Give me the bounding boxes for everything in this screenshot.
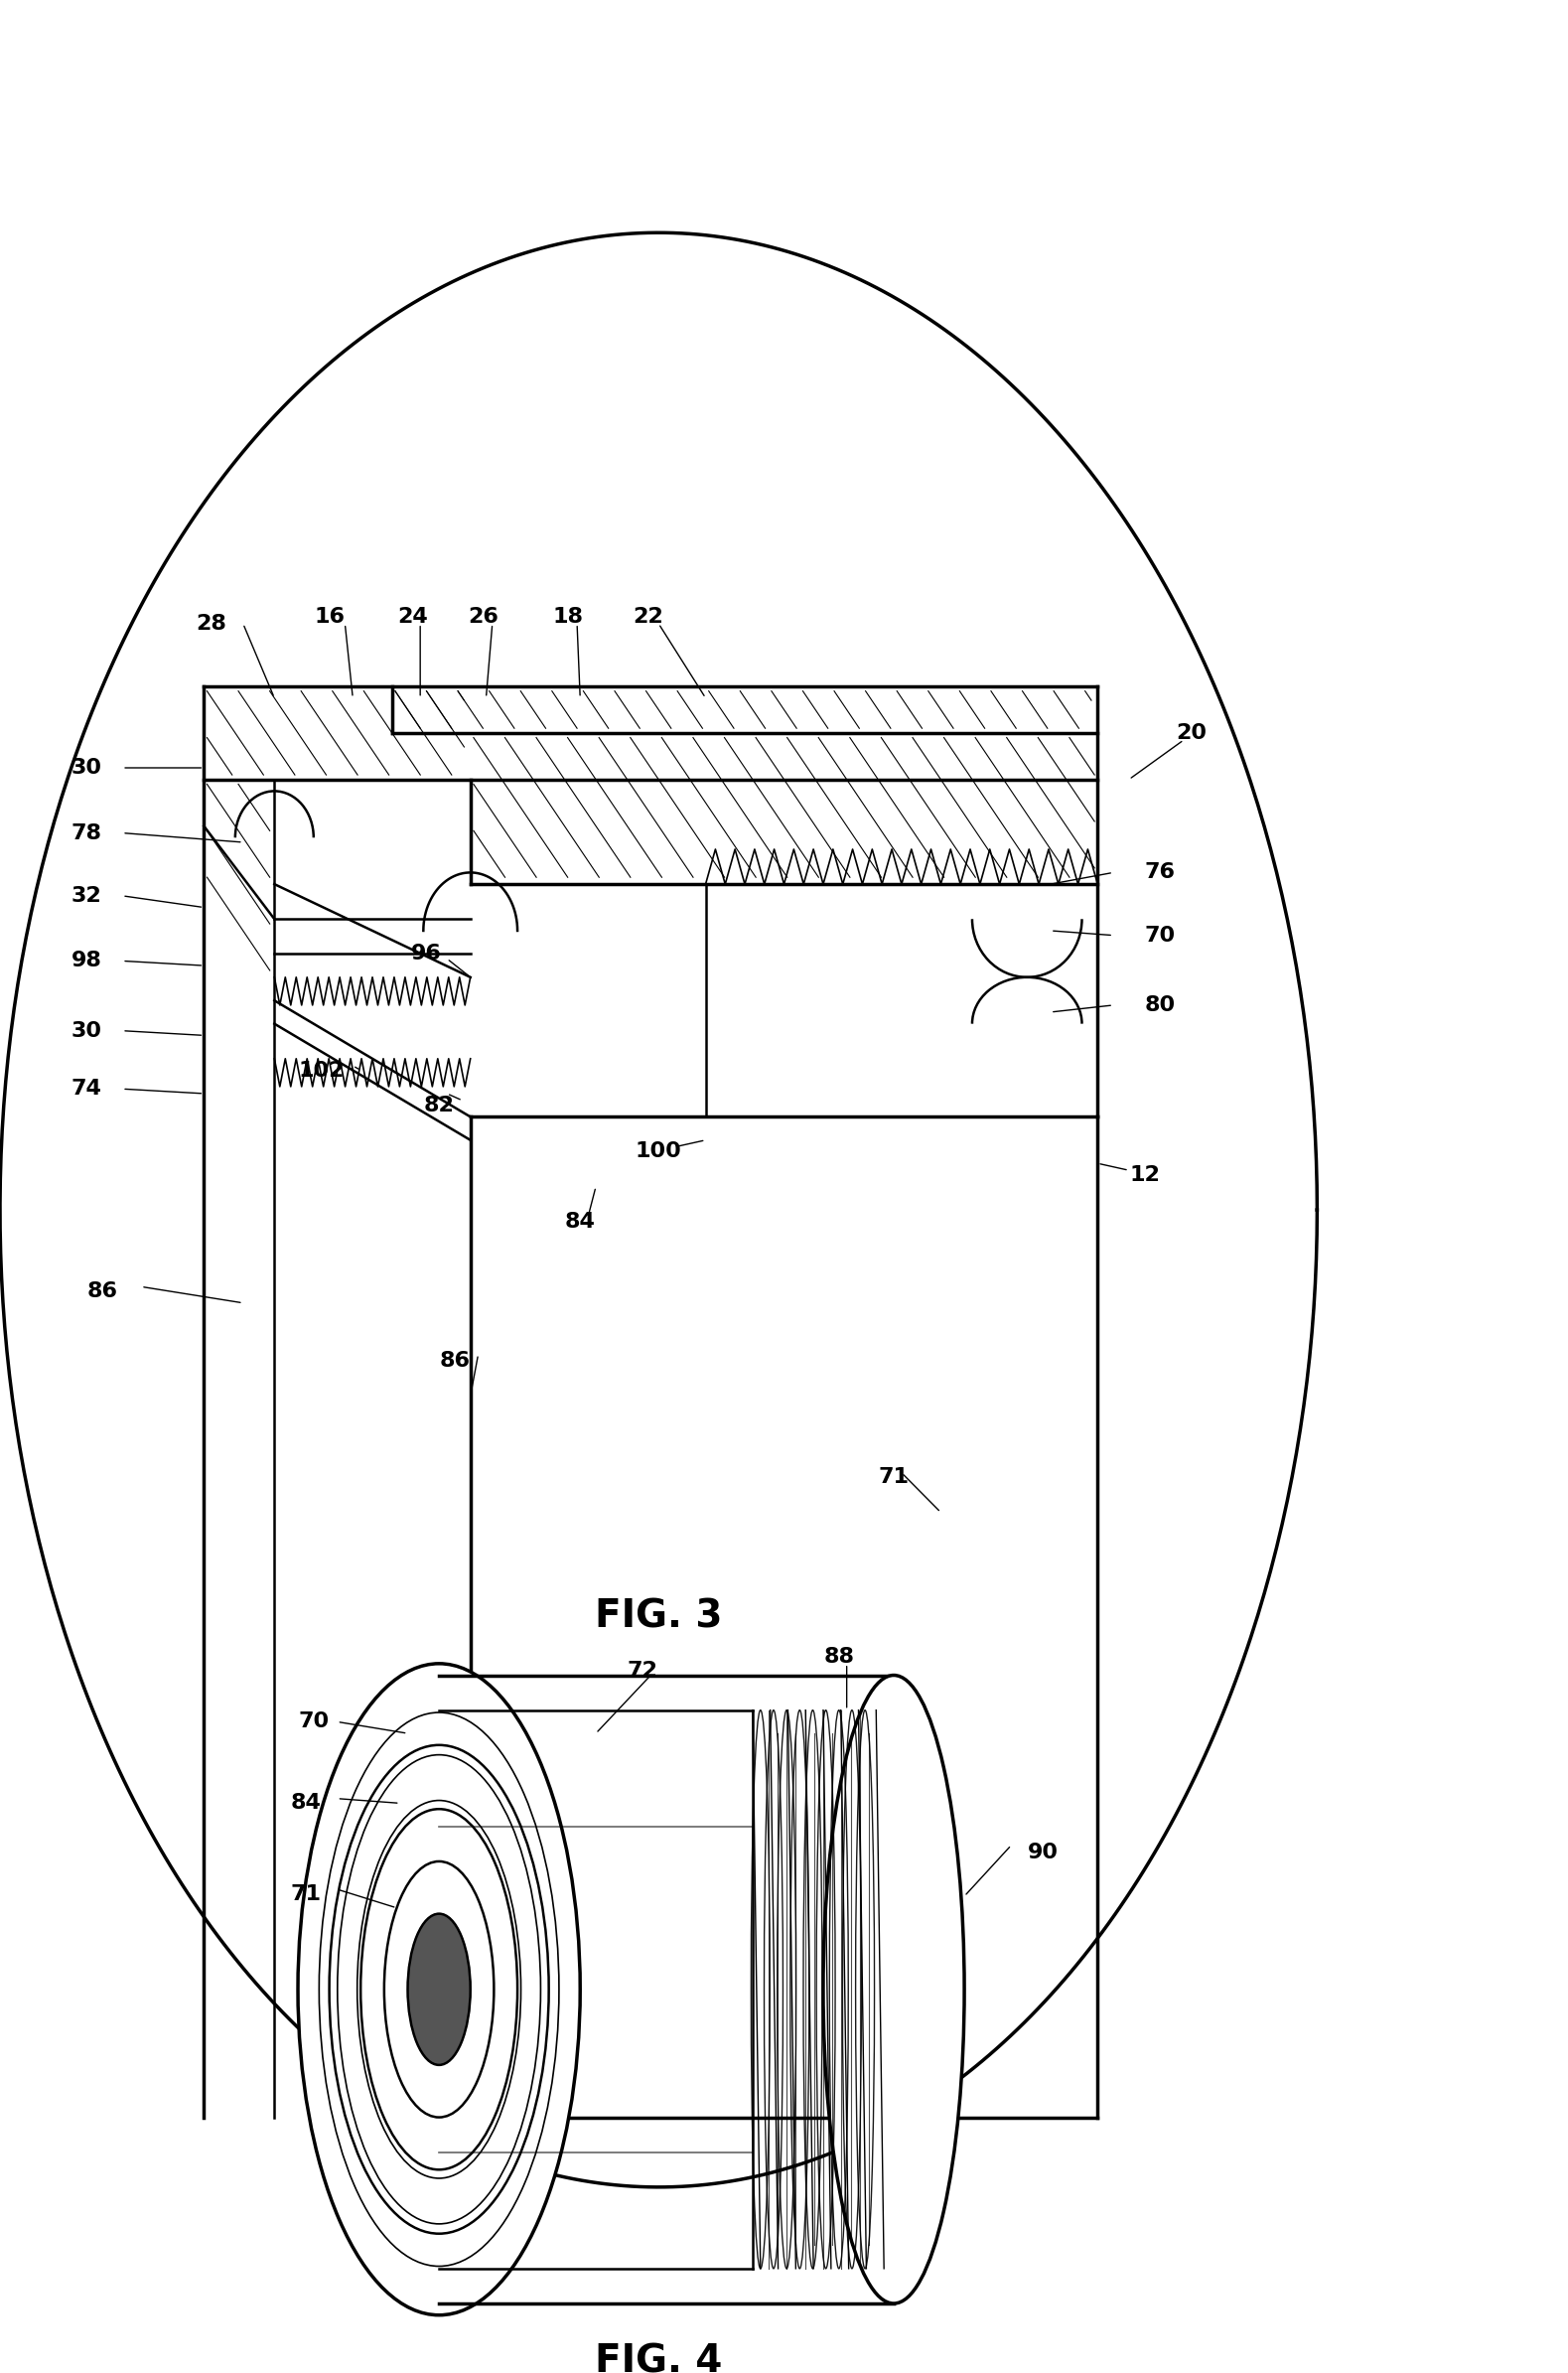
- Text: 98: 98: [71, 952, 102, 971]
- Text: 82: 82: [423, 1096, 455, 1115]
- Text: 30: 30: [71, 1020, 102, 1042]
- Text: 20: 20: [1176, 724, 1207, 743]
- Text: 84: 84: [290, 1794, 321, 1813]
- Text: 28: 28: [196, 615, 227, 634]
- Text: 86: 86: [86, 1281, 118, 1300]
- Text: 88: 88: [823, 1647, 855, 1666]
- Ellipse shape: [823, 1675, 964, 2304]
- Text: 86: 86: [439, 1350, 470, 1372]
- Ellipse shape: [408, 1913, 470, 2065]
- Text: 71: 71: [290, 1884, 321, 1903]
- Text: 70: 70: [1145, 925, 1176, 944]
- Text: 102: 102: [298, 1061, 345, 1080]
- Text: 70: 70: [298, 1711, 329, 1732]
- Text: 30: 30: [71, 757, 102, 778]
- Text: 26: 26: [467, 607, 499, 626]
- Text: 84: 84: [564, 1213, 596, 1232]
- Text: 72: 72: [627, 1661, 659, 1680]
- Text: FIG. 3: FIG. 3: [594, 1597, 723, 1635]
- Ellipse shape: [298, 1663, 580, 2316]
- Text: 78: 78: [71, 823, 102, 842]
- Text: 71: 71: [878, 1467, 909, 1488]
- Text: 90: 90: [1027, 1841, 1058, 1863]
- Text: 96: 96: [411, 944, 442, 963]
- Text: 32: 32: [71, 885, 102, 906]
- Text: 18: 18: [552, 607, 583, 626]
- Text: 24: 24: [397, 607, 428, 626]
- Text: 22: 22: [632, 607, 663, 626]
- Text: FIG. 4: FIG. 4: [594, 2342, 723, 2373]
- Text: 100: 100: [635, 1141, 682, 1163]
- Text: 76: 76: [1145, 864, 1176, 883]
- Text: 74: 74: [71, 1080, 102, 1099]
- Text: 12: 12: [1129, 1165, 1160, 1184]
- Text: 80: 80: [1145, 994, 1176, 1016]
- Text: 16: 16: [314, 607, 345, 626]
